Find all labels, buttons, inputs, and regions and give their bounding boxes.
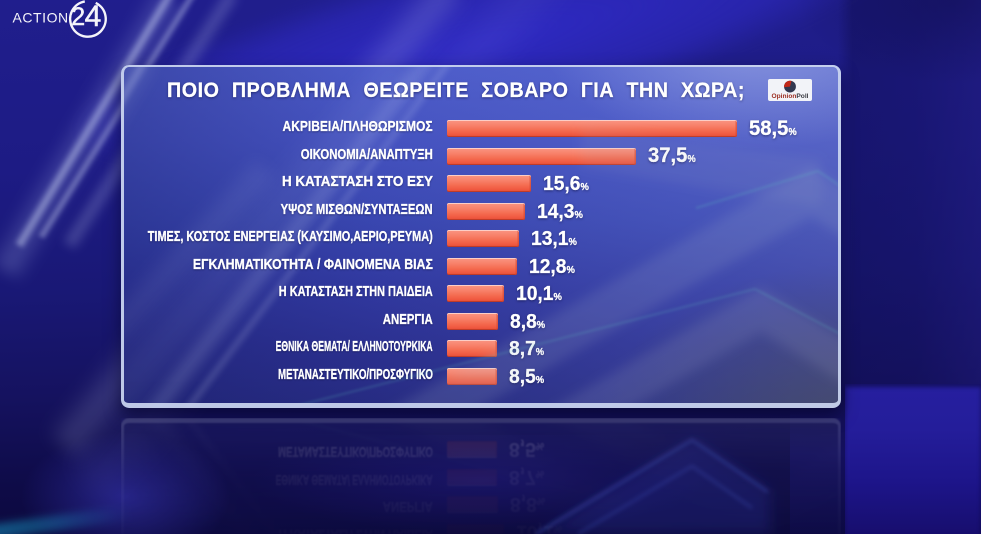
svg-text:ACTION: ACTION [13, 10, 69, 26]
svg-text:2: 2 [71, 3, 85, 31]
svg-text:4: 4 [85, 0, 102, 33]
svg-text:OpinionPoll: OpinionPoll [772, 93, 809, 100]
